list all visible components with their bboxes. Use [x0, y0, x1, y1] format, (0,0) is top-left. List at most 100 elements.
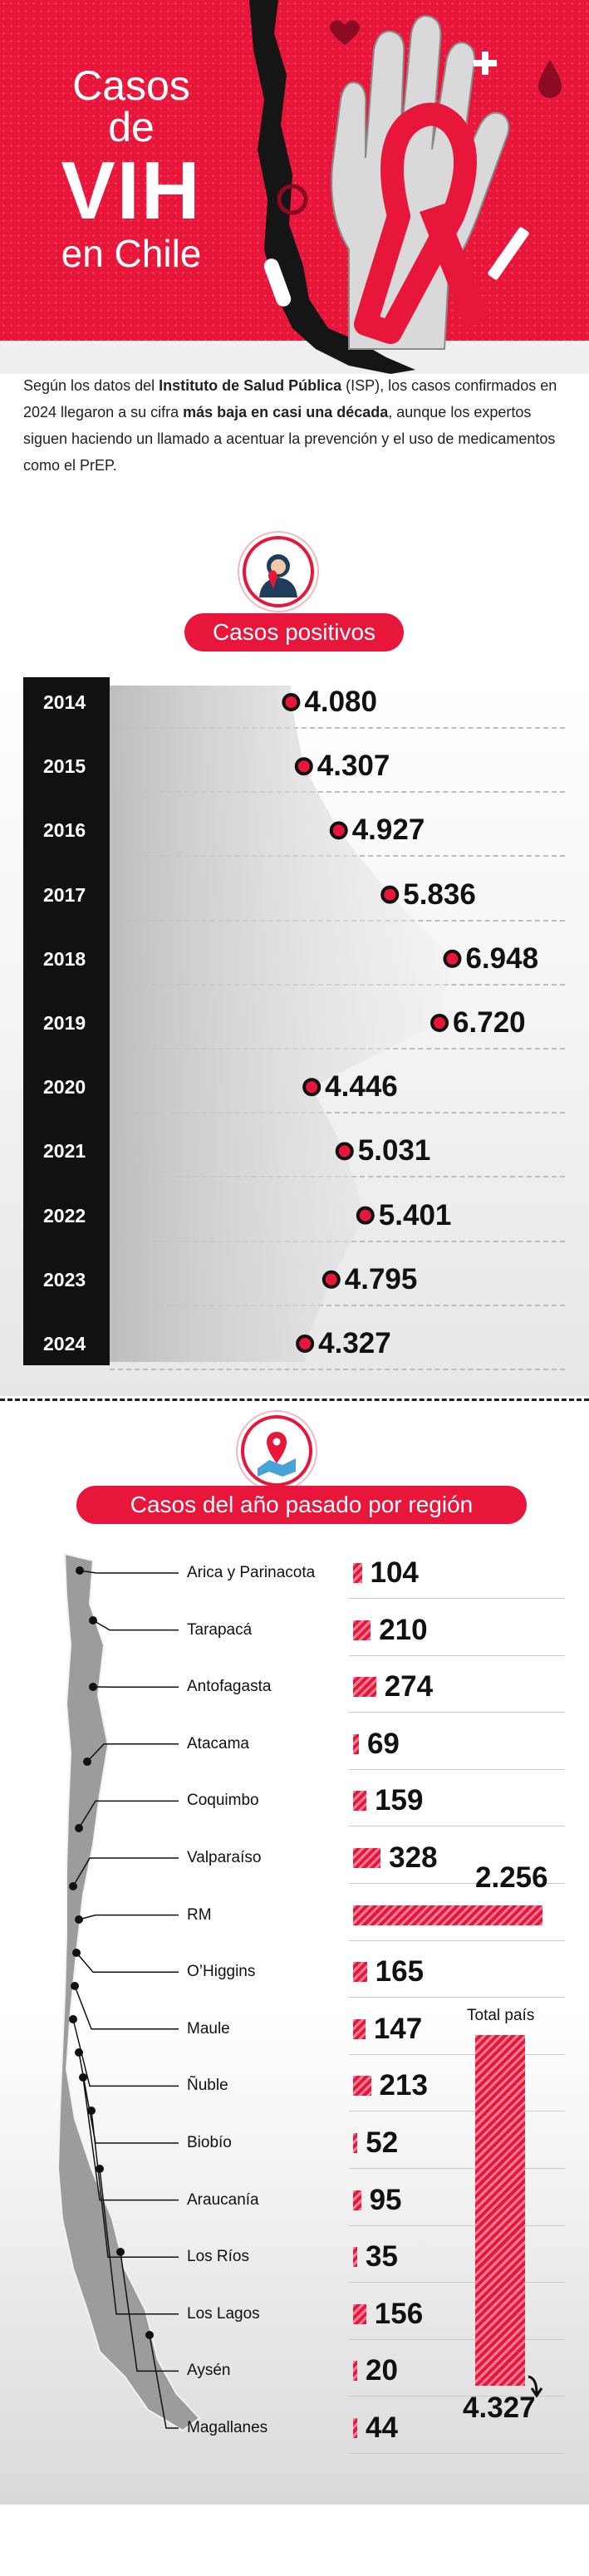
region-bar-atacama: [353, 1734, 359, 1754]
data-point-2023: [324, 1272, 339, 1287]
region-divider: [349, 1997, 565, 1998]
region-label-rm: RM: [187, 1905, 212, 1925]
leader-line-atacama: [87, 1744, 179, 1762]
leader-line-rm: [79, 1915, 179, 1920]
region-bar-arica-y-parinacota: [353, 1563, 362, 1583]
region-label-los-r-os: Los Ríos: [187, 2247, 249, 2267]
region-label-coquimbo: Coquimbo: [187, 1791, 259, 1811]
leader-line-los-lagos: [100, 2169, 179, 2314]
map-dot-araucan-a: [79, 2073, 87, 2082]
region-value-valpara-so: 328: [389, 1841, 437, 1875]
region-divider: [349, 2339, 565, 2340]
region-label-maule: Maule: [187, 2019, 230, 2039]
data-point-2014: [283, 695, 298, 710]
data-point-2020: [304, 1079, 319, 1094]
section-separator: [0, 1399, 589, 1401]
data-point-2024: [297, 1336, 312, 1351]
curved-arrow-icon: [525, 2373, 550, 2398]
map-dot-coquimbo: [75, 1824, 83, 1832]
region-label-tarapac-: Tarapacá: [187, 1620, 252, 1640]
leader-line-maule: [75, 1986, 179, 2029]
region-bar-antofagasta: [353, 1677, 376, 1697]
region-bar-ays-n: [353, 2361, 357, 2381]
region-value-atacama: 69: [367, 1728, 400, 1761]
leader-line-araucan-a: [83, 2077, 179, 2200]
leader-line-magallanes: [150, 2335, 179, 2428]
region-value-rm: 2.256: [475, 1861, 548, 1895]
region-divider: [349, 2453, 565, 2454]
leader-line-coquimbo: [79, 1801, 179, 1828]
value-label-2022: 5.401: [379, 1199, 452, 1232]
region-label-magallanes: Magallanes: [187, 2418, 268, 2438]
value-label-2016: 4.927: [352, 814, 425, 847]
region-bar-coquimbo: [353, 1791, 366, 1811]
region-bar-magallanes: [353, 2418, 357, 2438]
region-divider: [349, 2225, 565, 2226]
value-label-2018: 6.948: [465, 942, 538, 976]
value-label-2021: 5.031: [358, 1134, 431, 1168]
data-point-2016: [331, 823, 346, 838]
value-label-2020: 4.446: [325, 1070, 398, 1104]
map-dot-ays-n: [116, 2248, 125, 2256]
data-point-2019: [432, 1015, 447, 1030]
leader-line-los-r-os: [91, 2111, 179, 2257]
region-value-o-higgins: 165: [375, 1955, 424, 1989]
region-value-ays-n: 20: [366, 2354, 398, 2387]
region-label-valpara-so: Valparaíso: [187, 1848, 261, 1868]
map-dot-antofagasta: [89, 1683, 97, 1691]
map-dot-biob-o: [75, 2048, 83, 2057]
region-label--uble: Ñuble: [187, 2076, 228, 2096]
region-divider: [349, 1769, 565, 1770]
map-dot--uble: [69, 2015, 77, 2023]
region-value-arica-y-parinacota: 104: [371, 1556, 419, 1590]
region-label-los-lagos: Los Lagos: [187, 2304, 260, 2324]
map-dot-los-lagos: [96, 2165, 104, 2173]
region-value-los-r-os: 35: [366, 2240, 398, 2274]
region-bar-los-lagos: [353, 2304, 366, 2324]
data-point-2018: [444, 951, 459, 966]
region-label-o-higgins: O’Higgins: [187, 1962, 255, 1982]
value-label-2024: 4.327: [318, 1327, 391, 1360]
region-value-antofagasta: 274: [385, 1670, 433, 1703]
region-divider: [349, 1712, 565, 1713]
leader-line-o-higgins: [76, 1953, 179, 1972]
region-value-maule: 147: [374, 2013, 422, 2046]
region-value-tarapac-: 210: [379, 1614, 427, 1647]
map-dot-magallanes: [145, 2331, 154, 2339]
region-bar-rm: [353, 1905, 542, 1925]
region-divider: [349, 2168, 565, 2169]
region-label-ays-n: Aysén: [187, 2361, 230, 2381]
region-value-coquimbo: 159: [375, 1784, 423, 1817]
cases-line-chart: [0, 0, 589, 1413]
region-bar-araucan-a: [353, 2190, 361, 2210]
region-bar-biob-o: [353, 2133, 357, 2153]
leader-line-tarapac-: [93, 1620, 179, 1630]
map-dot-atacama: [83, 1757, 91, 1766]
map-dot-arica-y-parinacota: [76, 1566, 84, 1575]
region-divider: [349, 1940, 565, 1941]
value-label-2015: 4.307: [317, 750, 390, 783]
region-divider: [349, 2054, 565, 2055]
total-bar: [475, 2035, 525, 2386]
data-point-2017: [382, 887, 397, 902]
region-bar-valpara-so: [353, 1848, 380, 1868]
data-point-2022: [358, 1208, 373, 1223]
region-divider: [349, 1655, 565, 1656]
region-label-araucan-a: Araucanía: [187, 2190, 259, 2210]
region-label-biob-o: Biobío: [187, 2133, 232, 2153]
region-bar-maule: [353, 2019, 366, 2039]
region-bar-o-higgins: [353, 1962, 367, 1982]
region-value-araucan-a: 95: [370, 2184, 402, 2217]
region-value-los-lagos: 156: [375, 2298, 423, 2331]
value-label-2014: 4.080: [304, 686, 377, 719]
region-value--uble: 213: [380, 2069, 428, 2102]
map-dot-tarapac-: [89, 1616, 97, 1625]
map-dot-rm: [75, 1915, 83, 1924]
region-label-atacama: Atacama: [187, 1734, 249, 1754]
leader-line-valpara-so: [73, 1858, 179, 1886]
map-dot-o-higgins: [72, 1949, 81, 1957]
leader-line-ays-n: [120, 2252, 179, 2371]
cases-area: [110, 686, 452, 1362]
region-divider: [349, 1598, 565, 1599]
map-pin-icon: [241, 1415, 312, 1487]
